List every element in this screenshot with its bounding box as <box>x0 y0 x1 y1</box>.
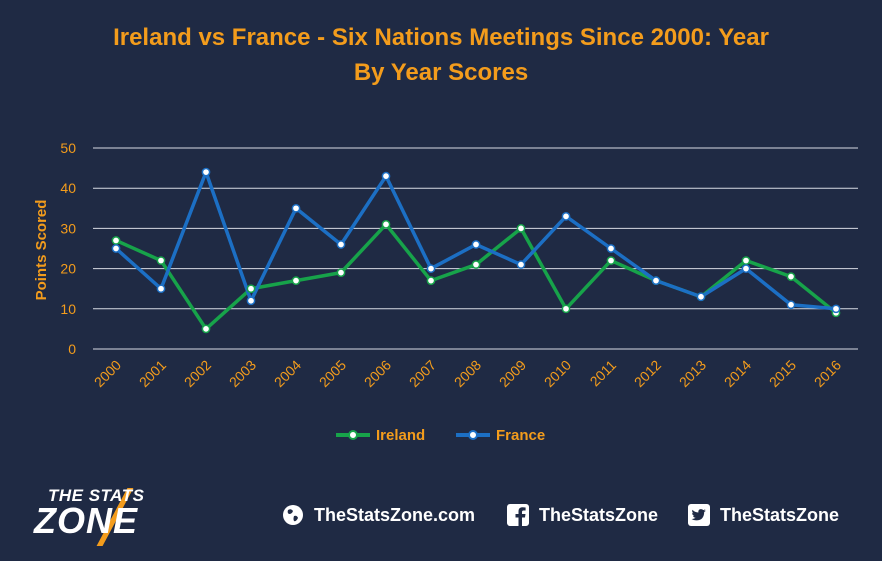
data-point-ireland[interactable] <box>516 224 526 233</box>
chart-title-line-1: Ireland vs France - Six Nations Meetings… <box>113 24 769 51</box>
x-tick-label: 2013 <box>676 357 709 390</box>
data-point-france[interactable] <box>696 292 706 302</box>
x-tick-label: 2008 <box>451 357 484 390</box>
data-point-france[interactable] <box>246 296 256 306</box>
legend-marker-france <box>468 430 478 440</box>
x-axis-ticks: 2000 2001 2002 2003 2004 2005 2006 2007 2008 2009… <box>91 357 844 390</box>
x-tick-label: 2012 <box>631 357 664 390</box>
y-tick-label: 30 <box>60 220 76 236</box>
x-tick-label: 2006 <box>361 357 394 390</box>
data-point-ireland[interactable] <box>471 260 481 269</box>
data-point-ireland[interactable] <box>741 256 751 265</box>
x-tick-label: 2007 <box>406 357 439 390</box>
y-tick-label: 10 <box>60 301 76 317</box>
x-tick-label: 2015 <box>766 357 799 390</box>
y-tick-label: 0 <box>68 341 76 357</box>
twitter-link[interactable]: TheStatsZone <box>688 502 839 528</box>
series-lines <box>111 167 841 334</box>
data-point-ireland[interactable] <box>381 220 391 229</box>
chart-title-line-2: By Year Scores <box>354 59 528 86</box>
data-point-ireland[interactable] <box>426 276 436 286</box>
twitter-icon <box>688 504 710 526</box>
x-tick-label: 2003 <box>226 357 259 390</box>
data-point-france[interactable] <box>831 304 841 314</box>
facebook-icon <box>507 504 529 526</box>
data-point-france[interactable] <box>741 264 751 273</box>
data-point-ireland[interactable] <box>336 268 346 277</box>
data-point-ireland[interactable] <box>111 236 121 245</box>
twitter-text: TheStatsZone <box>720 504 840 525</box>
website-text: TheStatsZone.com <box>314 504 476 525</box>
series-line-ireland <box>115 222 838 331</box>
globe-icon <box>283 505 303 525</box>
data-point-ireland[interactable] <box>201 324 211 334</box>
x-tick-label: 2000 <box>91 357 124 390</box>
data-point-france[interactable] <box>291 203 301 213</box>
data-point-france[interactable] <box>426 264 436 273</box>
website-link[interactable]: TheStatsZone.com <box>282 502 475 528</box>
legend-marker-ireland <box>348 430 358 440</box>
legend-item-ireland: Ireland <box>336 427 425 444</box>
footer: THE STATS ZONE TheStatsZone.com TheStats… <box>0 480 882 550</box>
y-axis-label: Points Scored <box>33 200 50 301</box>
data-point-france[interactable] <box>381 171 391 181</box>
x-tick-label: 2009 <box>496 357 529 390</box>
logo-line-1: THE STATS <box>48 486 145 505</box>
data-point-france[interactable] <box>336 240 346 249</box>
data-point-ireland[interactable] <box>291 276 301 286</box>
data-point-france[interactable] <box>786 300 796 310</box>
data-point-france[interactable] <box>201 167 211 177</box>
data-point-france[interactable] <box>471 240 481 249</box>
data-point-ireland[interactable] <box>246 284 256 294</box>
stats-zone-logo[interactable]: THE STATS ZONE <box>34 486 194 546</box>
x-tick-label: 2001 <box>136 357 169 390</box>
data-point-ireland[interactable] <box>561 304 571 314</box>
line-chart: Ireland vs France - Six Nations Meetings… <box>33 24 858 444</box>
legend: Ireland France <box>336 427 545 444</box>
x-tick-label: 2011 <box>587 357 620 390</box>
data-point-ireland[interactable] <box>156 256 166 265</box>
x-tick-label: 2005 <box>316 357 349 390</box>
legend-label-ireland: Ireland <box>376 427 425 444</box>
facebook-link[interactable]: TheStatsZone <box>507 502 658 528</box>
facebook-text: TheStatsZone <box>539 504 659 525</box>
data-point-ireland[interactable] <box>606 256 616 265</box>
y-tick-label: 50 <box>60 140 76 156</box>
data-point-france[interactable] <box>156 284 166 294</box>
y-tick-label: 40 <box>60 180 76 196</box>
data-point-ireland[interactable] <box>786 272 796 281</box>
x-tick-label: 2016 <box>811 357 844 390</box>
data-point-france[interactable] <box>516 260 526 269</box>
data-point-france[interactable] <box>651 276 661 286</box>
data-point-france[interactable] <box>561 211 571 221</box>
data-point-france[interactable] <box>606 244 616 253</box>
data-point-france[interactable] <box>111 244 121 253</box>
legend-label-france: France <box>496 427 545 444</box>
x-tick-label: 2004 <box>271 357 304 390</box>
y-tick-label: 20 <box>60 261 76 277</box>
x-tick-label: 2002 <box>181 357 214 390</box>
logo-line-2: ZONE <box>34 500 139 541</box>
x-tick-label: 2010 <box>541 357 574 390</box>
x-tick-label: 2014 <box>721 357 754 390</box>
legend-item-france: France <box>456 427 545 444</box>
y-axis-ticks: 0 10 20 30 40 50 <box>60 140 76 357</box>
